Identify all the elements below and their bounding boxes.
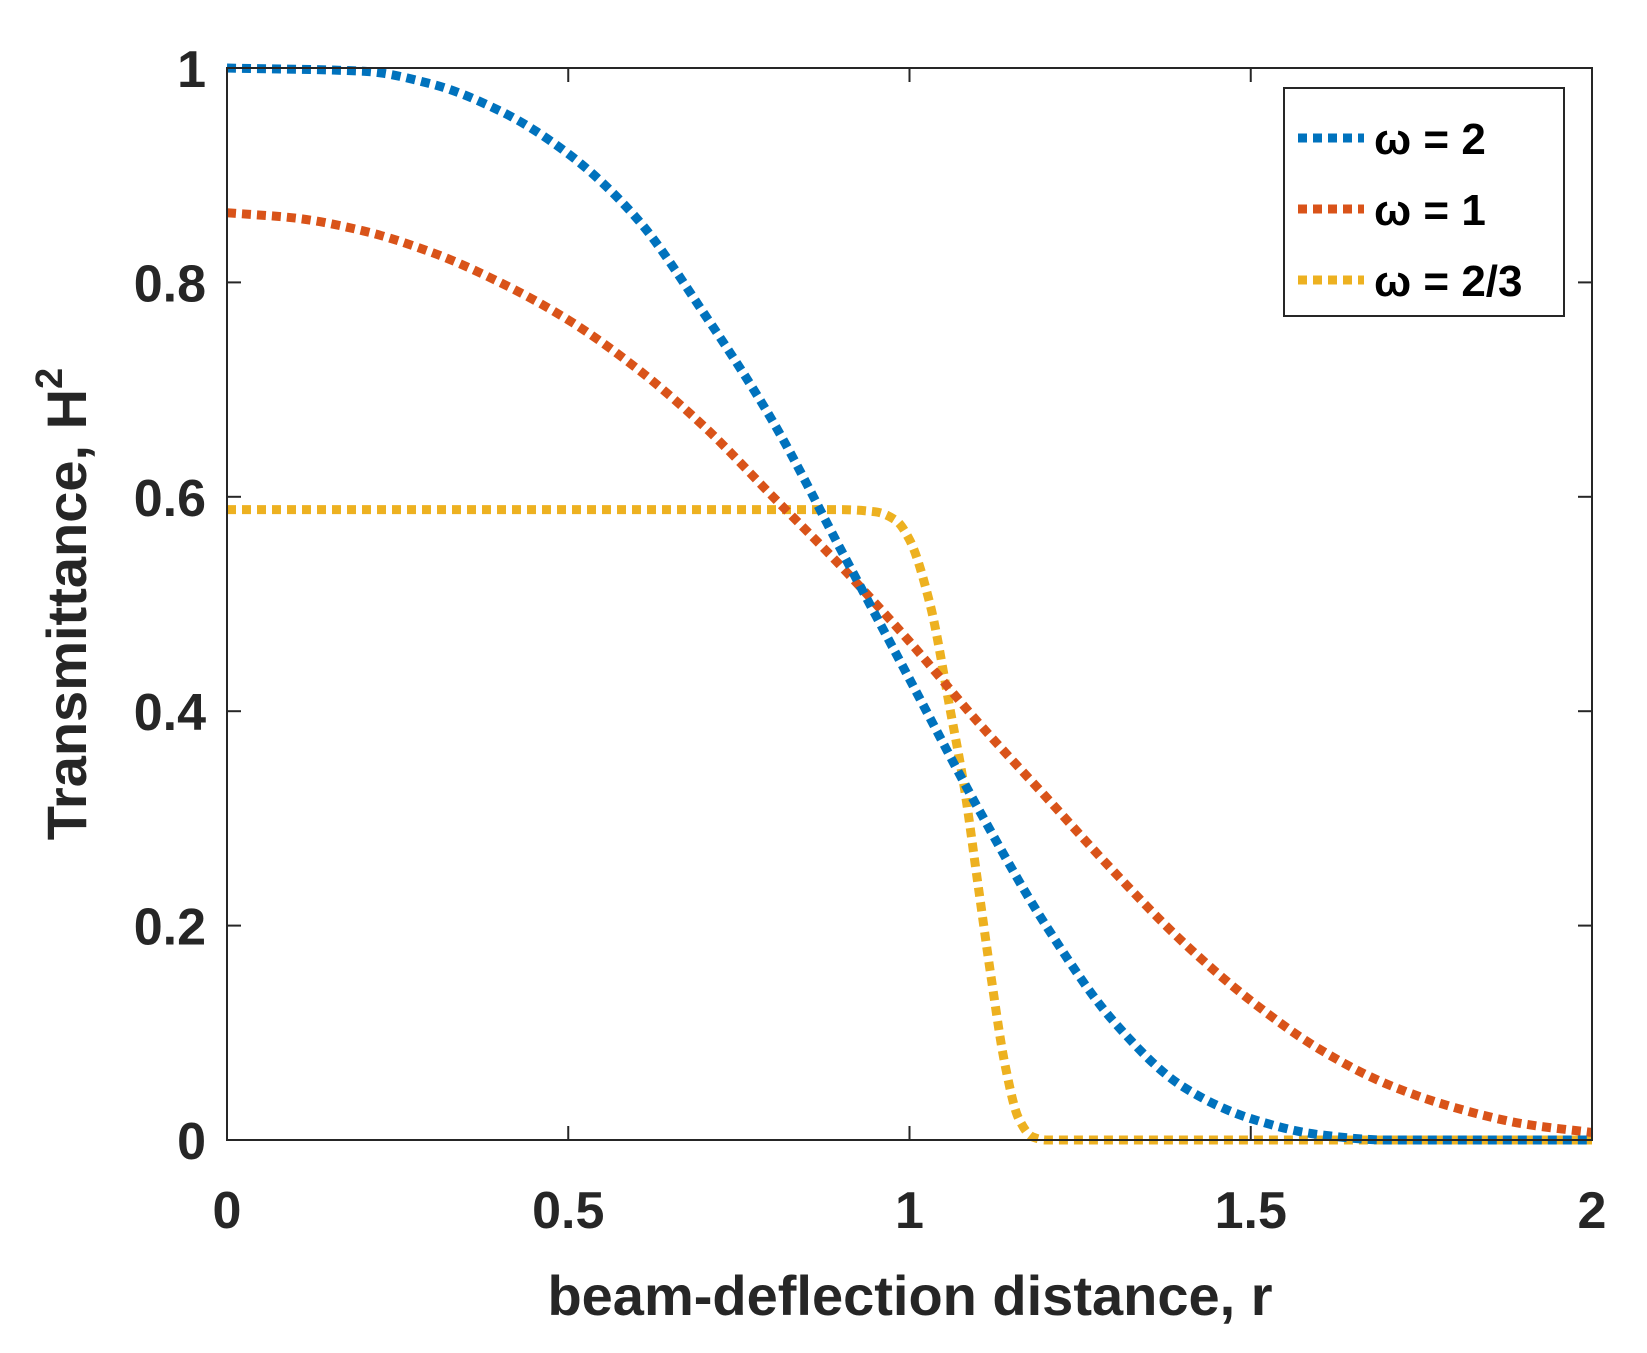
y-tick-label: 0.2 [134,899,206,957]
x-tick-label: 1.5 [1215,1182,1287,1240]
x-axis-label: beam-deflection distance, r [547,1264,1272,1327]
series-line-2 [226,208,1593,1137]
legend-label: ω = 2 [1374,115,1486,164]
tick-labels: 0 0.5 1 1.5 2 0 0.2 0.4 0.6 0.8 1 [134,41,1607,1240]
y-axis-label-superscript: 2 [29,368,71,389]
x-tick-label: 0 [213,1182,242,1240]
series-layer [226,63,1593,1145]
y-tick-label: 0 [177,1113,206,1171]
y-axis-label: Transmittance, H2 [29,368,98,840]
x-tick-label: 0.5 [532,1182,604,1240]
x-tick-label: 2 [1578,1182,1607,1240]
plot-frame [226,67,1593,1141]
y-tick-label: 0.6 [134,470,206,528]
y-tick-label: 1 [177,41,206,99]
legend-label: ω = 2/3 [1374,257,1522,306]
y-tick-label: 0.8 [134,255,206,313]
x-tick-label: 1 [895,1182,924,1240]
legend-label: ω = 1 [1374,186,1486,235]
y-axis-label-text: Transmittance, H [35,389,98,840]
series-line-1 [226,63,1592,1145]
legend: ω = 2 ω = 1 ω = 2/3 [1283,87,1565,317]
y-tick-label: 0.4 [134,684,206,742]
